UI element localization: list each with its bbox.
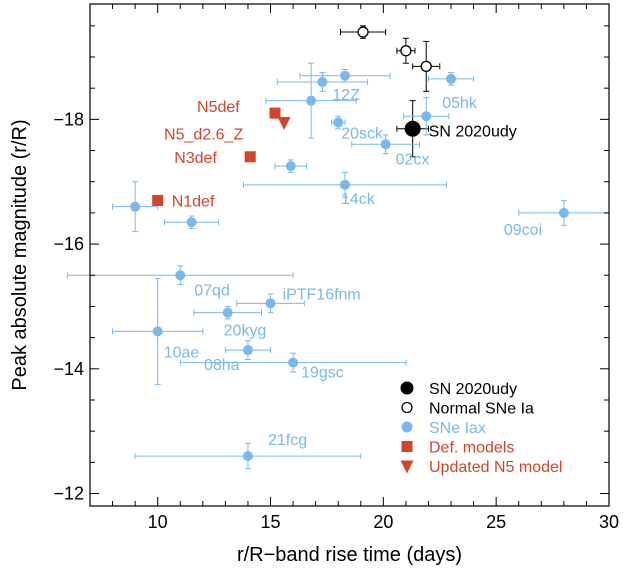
data-point [277,116,291,130]
plot-area [66,25,610,470]
point-label: SN 2020udy [429,124,517,141]
data-point [242,451,253,462]
point-label: 10ae [164,344,200,361]
point-label: 08ha [204,357,240,374]
x-tick-label: 30 [599,512,619,532]
data-point [421,111,432,122]
point-label: iPTF16fnm [283,286,361,303]
data-point [357,26,369,38]
point-label: 20sck [341,125,384,142]
x-axis-label: r/R−band rise time (days) [237,544,462,566]
data-point [306,95,317,106]
data-point [339,70,350,81]
x-tick-label: 20 [373,512,393,532]
legend-entry: Normal SNe Ia [429,401,534,418]
legend-entry: SN 2020udy [429,381,517,398]
data-point [317,76,328,87]
y-tick-label: −18 [53,109,84,129]
point-label: 05hk [442,95,478,112]
data-point [400,45,412,57]
legend-marker [401,401,413,414]
data-point [420,60,432,73]
point-label: N1def [172,193,215,210]
data-point [446,73,457,84]
point-label: N5_d2.6_Z [164,126,243,143]
data-point [288,357,299,368]
data-point [339,179,350,190]
data-point [333,117,344,128]
point-label: 12Z [332,87,360,104]
legend-marker [400,381,414,395]
x-tick-label: 25 [486,512,506,532]
axes: 10 15 20 25 30 −12 −14 −16 −18 r/R−band rise time… [9,3,619,566]
x-tick-label: 10 [148,512,168,532]
point-label: 09coi [504,222,542,239]
point-label: 21fcg [268,432,307,449]
point-label: 19gsc [301,365,344,382]
data-point [242,345,253,356]
data-point [175,270,186,281]
legend-entry: Def. models [429,440,514,457]
data-point [404,120,421,137]
data-point [152,194,164,206]
legend: SN 2020udy Normal SNe Ia SNe Iax Def. model… [400,381,562,476]
data-point [244,151,256,163]
point-label: N5def [197,99,240,116]
point-label: 07qd [194,282,230,299]
data-point [558,207,569,218]
data-point [285,161,296,172]
data-point [152,326,163,337]
legend-entry: Updated N5 model [429,459,562,476]
data-point [130,201,141,212]
data-point [265,298,276,309]
point-label: 02cx [396,151,430,168]
data-point [269,107,281,119]
y-tick-label: −14 [53,359,84,379]
point-label: 14ck [341,191,376,208]
legend-entry: SNe Iax [429,420,486,437]
point-label: N3def [174,150,217,167]
x-tick-label: 15 [261,512,281,532]
y-tick-label: −12 [53,484,84,504]
data-point [186,217,197,228]
y-tick-label: −16 [53,234,84,254]
point-label: 20kyg [224,323,267,340]
y-axis-label: Peak absolute magnitude (r/R) [9,119,31,390]
legend-marker [401,421,413,433]
point-labels: SN 2020udy 12Z 20sck 05hk 02cx 14ck 09coi 07qd i… [164,87,542,449]
plot-frame [89,3,610,507]
legend-marker [401,441,413,452]
data-point [380,139,391,150]
legend-marker [400,460,414,474]
data-point [222,307,233,318]
